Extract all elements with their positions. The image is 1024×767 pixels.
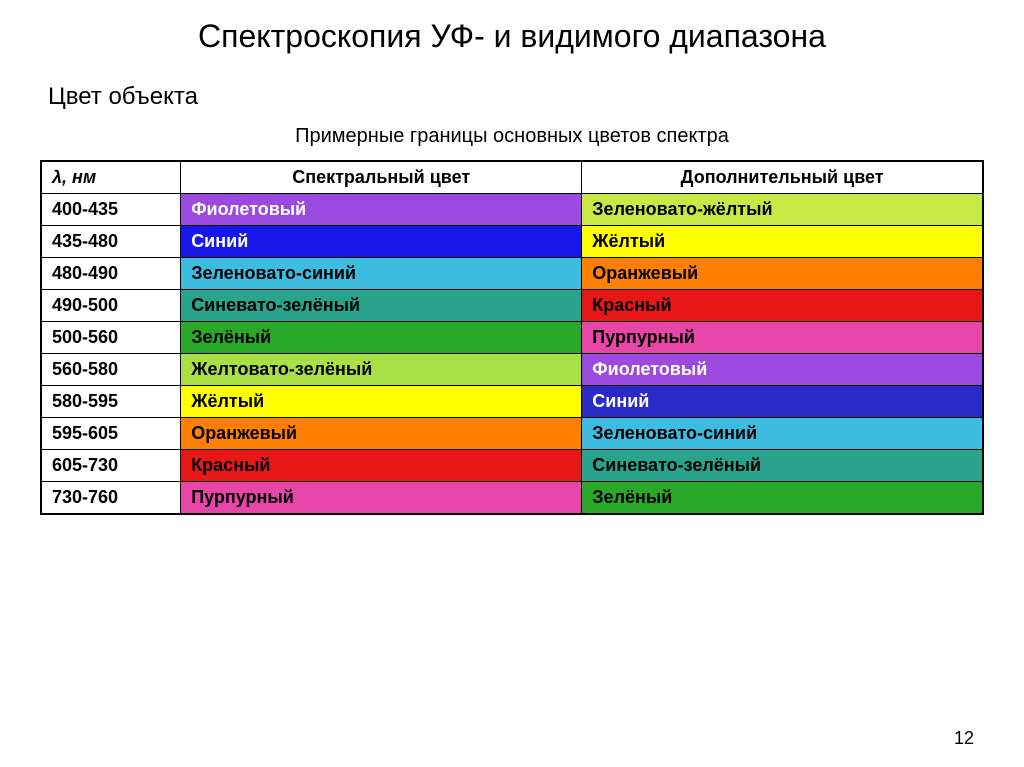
complementary-cell: Зеленовато-синий (582, 418, 983, 450)
page-number: 12 (954, 728, 974, 749)
table-row: 560-580Желтовато-зелёныйФиолетовый (41, 354, 983, 386)
spectral-cell: Пурпурный (181, 482, 582, 515)
table-caption: Примерные границы основных цветов спектр… (40, 125, 984, 148)
spectral-cell: Желтовато-зелёный (181, 354, 582, 386)
wavelength-cell: 490-500 (41, 290, 181, 322)
table-body: 400-435ФиолетовыйЗеленовато-жёлтый435-48… (41, 194, 983, 515)
wavelength-cell: 480-490 (41, 258, 181, 290)
main-title: Спектроскопия УФ- и видимого диапазона (40, 18, 984, 55)
table-row: 500-560ЗелёныйПурпурный (41, 322, 983, 354)
spectral-cell: Красный (181, 450, 582, 482)
table-header-row: λ, нм Спектральный цвет Дополнительный ц… (41, 161, 983, 194)
complementary-cell: Зеленовато-жёлтый (582, 194, 983, 226)
complementary-cell: Пурпурный (582, 322, 983, 354)
complementary-cell: Красный (582, 290, 983, 322)
table-row: 580-595ЖёлтыйСиний (41, 386, 983, 418)
table-row: 400-435ФиолетовыйЗеленовато-жёлтый (41, 194, 983, 226)
wavelength-cell: 580-595 (41, 386, 181, 418)
col-spectral: Спектральный цвет (181, 161, 582, 194)
spectral-cell: Синевато-зелёный (181, 290, 582, 322)
complementary-cell: Синий (582, 386, 983, 418)
spectrum-table: λ, нм Спектральный цвет Дополнительный ц… (40, 160, 984, 515)
subtitle: Цвет объекта (48, 83, 984, 111)
wavelength-cell: 605-730 (41, 450, 181, 482)
table-row: 480-490Зеленовато-синийОранжевый (41, 258, 983, 290)
wavelength-cell: 435-480 (41, 226, 181, 258)
complementary-cell: Жёлтый (582, 226, 983, 258)
col-complementary: Дополнительный цвет (582, 161, 983, 194)
table-row: 490-500Синевато-зелёныйКрасный (41, 290, 983, 322)
spectral-cell: Оранжевый (181, 418, 582, 450)
spectral-cell: Фиолетовый (181, 194, 582, 226)
wavelength-cell: 400-435 (41, 194, 181, 226)
complementary-cell: Синевато-зелёный (582, 450, 983, 482)
complementary-cell: Зелёный (582, 482, 983, 515)
complementary-cell: Оранжевый (582, 258, 983, 290)
table-row: 435-480СинийЖёлтый (41, 226, 983, 258)
table-row: 605-730КрасныйСиневато-зелёный (41, 450, 983, 482)
wavelength-cell: 500-560 (41, 322, 181, 354)
table-row: 595-605ОранжевыйЗеленовато-синий (41, 418, 983, 450)
table-row: 730-760ПурпурныйЗелёный (41, 482, 983, 515)
complementary-cell: Фиолетовый (582, 354, 983, 386)
spectral-cell: Синий (181, 226, 582, 258)
spectral-cell: Зеленовато-синий (181, 258, 582, 290)
wavelength-cell: 560-580 (41, 354, 181, 386)
spectral-cell: Зелёный (181, 322, 582, 354)
wavelength-cell: 730-760 (41, 482, 181, 515)
col-wavelength: λ, нм (41, 161, 181, 194)
spectral-cell: Жёлтый (181, 386, 582, 418)
wavelength-cell: 595-605 (41, 418, 181, 450)
